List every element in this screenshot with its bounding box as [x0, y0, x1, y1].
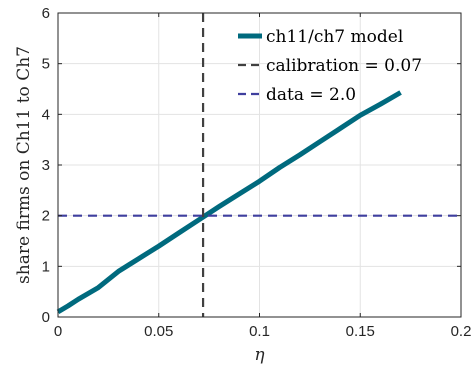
y-tick-label: 0 [42, 309, 50, 326]
x-tick-label: 0 [54, 323, 62, 340]
legend: ch11/ch7 model calibration = 0.07 data = 2… [238, 27, 422, 105]
y-tick-label: 2 [42, 208, 50, 225]
y-tick-label: 1 [42, 258, 50, 275]
x-tick-label: 0.15 [346, 323, 375, 340]
x-tick-label: 0.1 [249, 323, 270, 340]
ticks: 0 0.05 0.1 0.15 0.2 0 1 2 3 4 5 6 [42, 5, 472, 340]
legend-label: ch11/ch7 model [266, 27, 403, 47]
y-axis-label: share firms on Ch11 to Ch7 [14, 46, 34, 284]
x-tick-label: 0.2 [451, 323, 472, 340]
x-axis-label: η [254, 345, 265, 365]
legend-label: data = 2.0 [266, 85, 356, 105]
legend-label: calibration = 0.07 [266, 56, 422, 76]
model-series-line [56, 90, 402, 315]
y-tick-label: 4 [42, 106, 50, 123]
y-tick-label: 3 [42, 157, 50, 174]
x-tick-label: 0.05 [144, 323, 173, 340]
y-tick-label: 6 [42, 5, 50, 22]
y-tick-label: 5 [42, 56, 50, 73]
plot-area [56, 13, 461, 317]
